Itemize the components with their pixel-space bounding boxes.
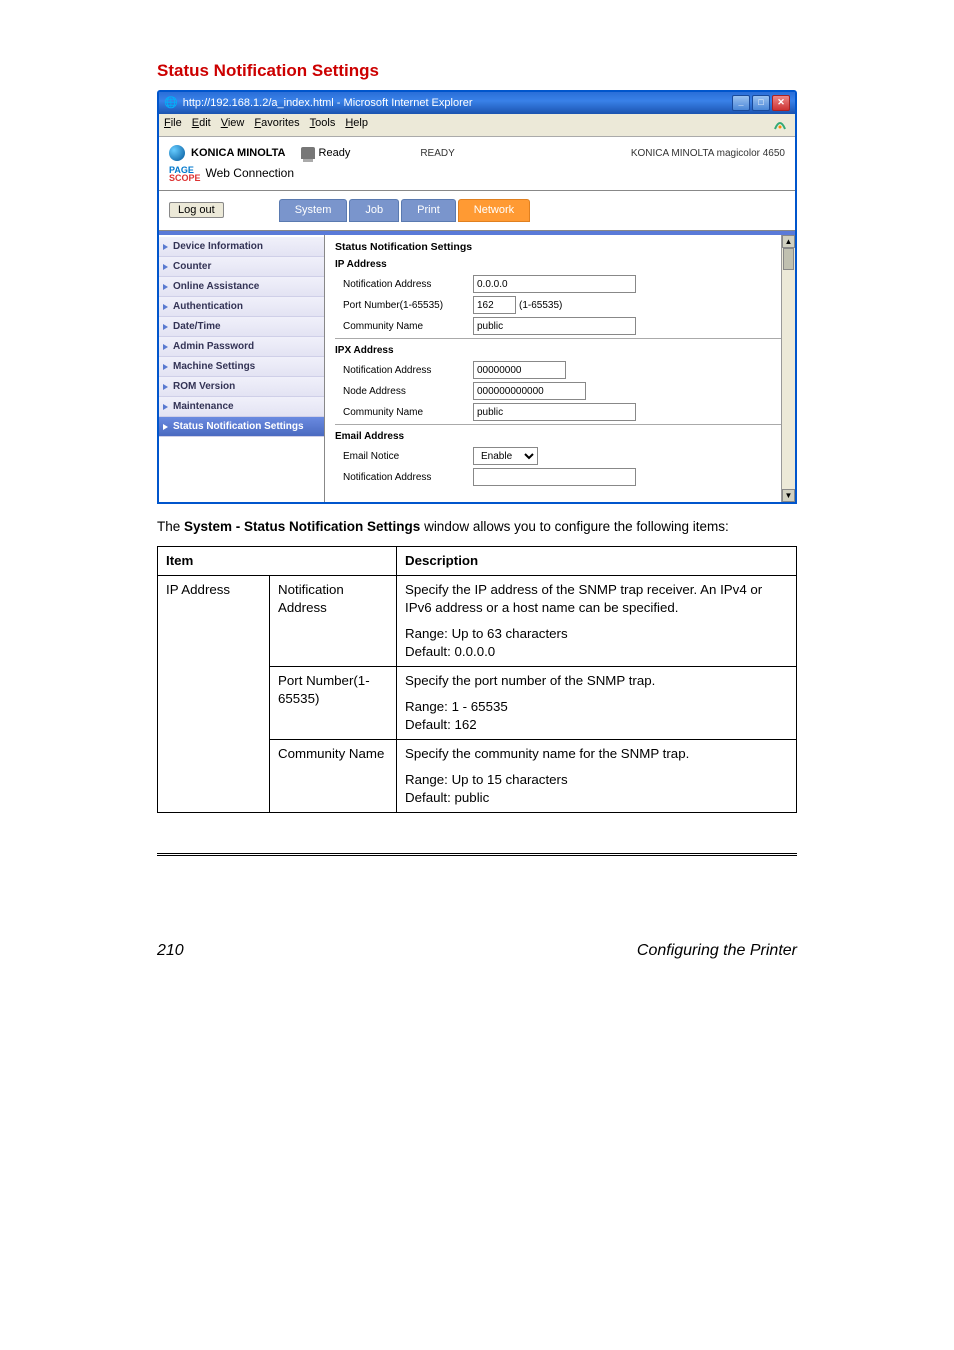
divider xyxy=(335,424,785,425)
th-item: Item xyxy=(158,547,397,576)
maximize-button[interactable]: □ xyxy=(752,95,770,111)
menu-edit[interactable]: Edit xyxy=(192,116,211,134)
settings-table: Item Description IP Address Notification… xyxy=(157,546,797,812)
window-titlebar: 🌐 http://192.168.1.2/a_index.html - Micr… xyxy=(159,92,795,114)
ip-notification-input[interactable] xyxy=(473,275,636,293)
window-buttons: _ □ ✕ xyxy=(732,95,790,111)
sidebar: Device Information Counter Online Assist… xyxy=(159,235,325,503)
ipx-heading: IPX Address xyxy=(335,344,785,357)
cell-community-desc: Specify the community name for the SNMP … xyxy=(397,739,797,812)
ip-community-label: Community Name xyxy=(335,320,473,333)
page-footer: 210 Configuring the Printer xyxy=(157,936,797,962)
window-title: http://192.168.1.2/a_index.html - Micros… xyxy=(183,96,473,110)
menu-favorites[interactable]: Favorites xyxy=(254,116,299,134)
detail-title: Status Notification Settings xyxy=(335,241,785,255)
ipx-notification-input[interactable] xyxy=(473,361,566,379)
ip-port-label: Port Number(1-65535) xyxy=(335,299,473,312)
sidebar-item-admin-password[interactable]: Admin Password xyxy=(159,337,324,357)
close-button[interactable]: ✕ xyxy=(772,95,790,111)
scroll-down-icon[interactable]: ▼ xyxy=(782,489,795,502)
menu-help[interactable]: Help xyxy=(345,116,368,134)
ie-page-icon: 🌐 xyxy=(164,96,178,110)
scroll-thumb[interactable] xyxy=(783,248,794,270)
web-connection-text: Web Connection xyxy=(206,166,295,182)
ipx-community-input[interactable] xyxy=(473,403,636,421)
tab-network[interactable]: Network xyxy=(458,199,530,221)
printer-icon xyxy=(301,147,315,159)
tab-job[interactable]: Job xyxy=(349,199,399,221)
pagescope-row: PAGESCOPE Web Connection xyxy=(159,162,795,191)
menu-view[interactable]: View xyxy=(221,116,245,134)
sidebar-item-status-notification[interactable]: Status Notification Settings xyxy=(159,417,324,437)
email-notification-label: Notification Address xyxy=(335,471,473,484)
menu-tools[interactable]: Tools xyxy=(310,116,336,134)
sidebar-item-machine-settings[interactable]: Machine Settings xyxy=(159,357,324,377)
cell-port-desc: Specify the port number of the SNMP trap… xyxy=(397,667,797,740)
ipx-node-input[interactable] xyxy=(473,382,586,400)
tab-bar: System Job Print Network xyxy=(279,199,530,221)
email-notification-input[interactable] xyxy=(473,468,636,486)
ip-community-input[interactable] xyxy=(473,317,636,335)
km-logo: KONICA MINOLTA xyxy=(169,145,286,161)
email-notice-label: Email Notice xyxy=(335,450,473,463)
divider xyxy=(335,338,785,339)
content-area: Device Information Counter Online Assist… xyxy=(159,231,795,503)
tab-print[interactable]: Print xyxy=(401,199,456,221)
cell-port-number: Port Num­ber(1-65535) xyxy=(270,667,397,740)
sidebar-item-maintenance[interactable]: Maintenance xyxy=(159,397,324,417)
globe-icon xyxy=(169,145,185,161)
intro-paragraph: The System - Status Notification Setting… xyxy=(157,518,797,536)
menu-bar: File Edit View Favorites Tools Help xyxy=(159,114,795,137)
page-number: 210 xyxy=(157,941,184,962)
sidebar-item-authentication[interactable]: Authentication xyxy=(159,297,324,317)
ready-caps: READY xyxy=(420,147,454,160)
minimize-button[interactable]: _ xyxy=(732,95,750,111)
ie-logo-icon xyxy=(770,116,790,134)
sidebar-item-device-information[interactable]: Device Information xyxy=(159,237,324,257)
sidebar-item-counter[interactable]: Counter xyxy=(159,257,324,277)
browser-window: 🌐 http://192.168.1.2/a_index.html - Micr… xyxy=(157,90,797,504)
email-notice-select[interactable]: Enable xyxy=(473,447,538,465)
logout-button[interactable]: Log out xyxy=(169,202,224,218)
scroll-up-icon[interactable]: ▲ xyxy=(782,235,795,248)
menu-file[interactable]: File xyxy=(164,116,182,134)
tab-system[interactable]: System xyxy=(279,199,348,221)
email-heading: Email Address xyxy=(335,430,785,443)
cell-notification-desc: Specify the IP address of the SNMP trap … xyxy=(397,576,797,667)
ip-port-input[interactable] xyxy=(473,296,516,314)
brand-header: KONICA MINOLTA Ready READY KONICA MINOLT… xyxy=(159,137,795,162)
th-description: Description xyxy=(397,547,797,576)
logout-row: Log out System Job Print Network xyxy=(159,191,795,230)
sidebar-item-online-assistance[interactable]: Online Assistance xyxy=(159,277,324,297)
cell-ip-address: IP Address xyxy=(158,576,270,812)
footer-rule xyxy=(157,853,797,856)
sidebar-item-datetime[interactable]: Date/Time xyxy=(159,317,324,337)
ipx-notification-label: Notification Address xyxy=(335,364,473,377)
ip-port-hint: (1-65535) xyxy=(519,299,562,312)
ipx-community-label: Community Name xyxy=(335,406,473,419)
scrollbar[interactable]: ▲ ▼ xyxy=(781,235,795,503)
pagescope-logo: PAGESCOPE xyxy=(169,166,202,182)
detail-panel: ▲ ▼ Status Notification Settings IP Addr… xyxy=(325,235,795,503)
ip-notification-label: Notification Address xyxy=(335,278,473,291)
chapter-title: Configuring the Printer xyxy=(637,941,797,962)
model-text: KONICA MINOLTA magicolor 4650 xyxy=(631,147,785,160)
cell-notification-address: Notification Address xyxy=(270,576,397,667)
sidebar-item-rom-version[interactable]: ROM Version xyxy=(159,377,324,397)
ready-badge: Ready xyxy=(301,146,351,160)
section-heading: Status Notification Settings xyxy=(157,60,797,82)
brand-text: KONICA MINOLTA xyxy=(191,146,286,160)
ipx-node-label: Node Address xyxy=(335,385,473,398)
ip-heading: IP Address xyxy=(335,258,785,271)
ready-text: Ready xyxy=(319,146,351,160)
cell-community-name: Community Name xyxy=(270,739,397,812)
